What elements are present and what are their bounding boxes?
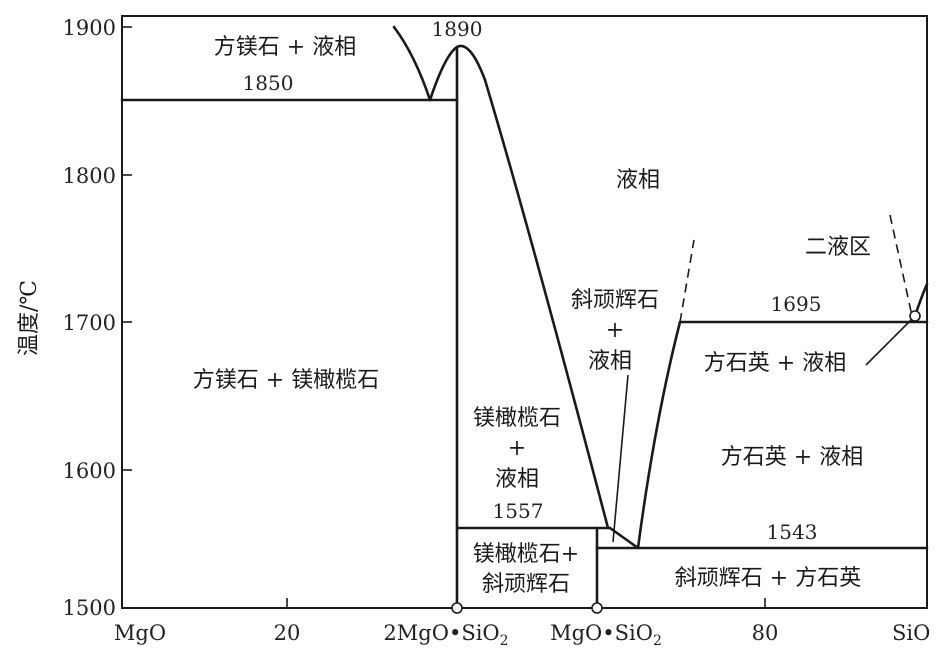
temp-label-1557: 1557 [493,499,544,523]
forsterite-liquidus [428,44,610,530]
region-clino-cristobalite: 斜顽辉石 + 方石英 [675,566,861,591]
enstatite-marker [591,602,603,614]
region-liquid: 液相 [616,168,660,193]
y-axis-title: 温度/℃ [17,280,42,356]
x-tick-label-forsterite-sub: 2 [500,633,509,649]
region-clino-liquid-line1: 斜顽辉石 [571,288,659,313]
y-tick-label-1800: 1800 [63,164,116,188]
region-periclase-forsterite: 方镁石 + 镁橄榄石 [193,368,379,393]
region-forsterite-liquid-line2: 液相 [495,467,539,492]
temp-label-1850: 1850 [243,71,294,95]
temp-label-1890: 1890 [432,17,483,41]
immiscibility-boundary-left [679,239,695,323]
region-cristobalite-liquid-upper: 方石英 + 液相 [704,351,846,376]
region-forsterite-clino-line1: 镁橄榄石+ [473,542,579,567]
leader-line-clino-liquid [612,374,629,543]
region-forsterite-liquid-plus: + [508,436,526,461]
y-tick-label-1500: 1500 [63,596,116,620]
immiscibility-boundary-right [889,214,913,317]
region-two-liquids: 二液区 [805,235,871,260]
forsterite-marker [451,602,463,614]
x-tick-label-enstatite-sub: 2 [653,633,662,649]
temp-label-1695: 1695 [771,292,822,316]
x-tick-label-sio2: SiO [892,621,930,645]
region-cristobalite-liquid-lower: 方石英 + 液相 [721,445,863,470]
y-tick-label-1700: 1700 [63,311,116,335]
x-tick-label-enstatite: MgO•SiO2 [550,621,662,649]
y-tick-label-1600: 1600 [63,459,116,483]
periclase-liquidus [392,25,432,102]
region-forsterite-liquid-line1: 镁橄榄石 [473,406,561,431]
leader-line-cristobalite-liquid [865,317,914,366]
region-clino-liquid-plus: + [606,318,624,343]
x-tick-label-mgo: MgO [114,621,166,645]
region-forsterite-clino-line2: 斜顽辉石 [482,572,570,597]
x-tick-label-forsterite: 2MgO•SiO2 [383,621,508,649]
x-tick-label-80: 80 [752,621,779,645]
x-tick-label-forsterite-main: 2MgO•SiO [383,621,499,645]
cristobalite-liquidus [636,320,682,550]
temp-label-1543: 1543 [767,520,818,544]
y-tick-label-1900: 1900 [63,16,116,40]
y-ticks [122,26,132,471]
x-ticks [286,598,766,608]
region-periclase-liquid: 方镁石 + 液相 [214,35,356,60]
plot-frame [121,15,928,609]
x-tick-label-20: 20 [274,621,301,645]
monotectic-marker [909,310,921,322]
region-clino-liquid-line2: 液相 [588,349,632,374]
x-tick-label-enstatite-main: MgO•SiO [550,621,653,645]
